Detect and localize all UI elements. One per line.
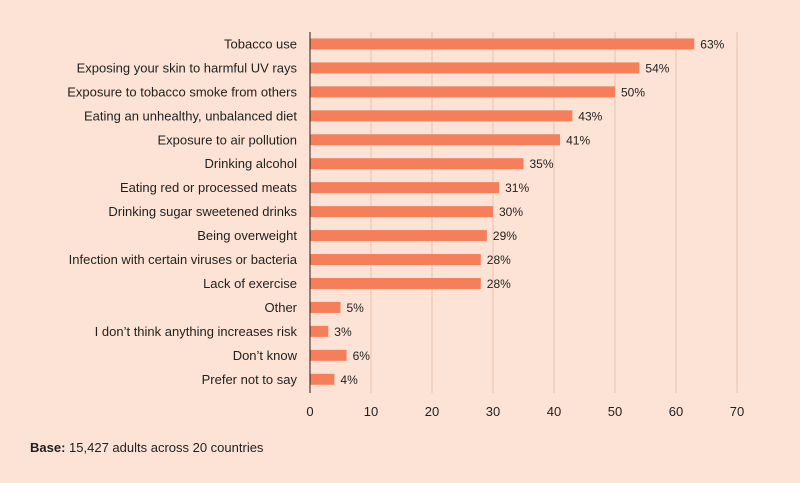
bar-layer [310,38,695,385]
data-label: 35% [530,157,554,171]
data-label: 28% [487,277,511,291]
x-tick-label: 50 [608,404,622,419]
bar [310,134,561,146]
data-label: 50% [621,85,645,99]
category-label: Exposure to tobacco smoke from others [67,84,297,99]
category-label: Drinking sugar sweetened drinks [108,204,297,219]
bar [310,182,500,194]
data-label: 31% [505,181,529,195]
x-tick-label: 40 [547,404,561,419]
data-label: 30% [499,205,523,219]
x-tick-label: 30 [486,404,500,419]
data-label: 6% [353,349,371,363]
data-label: 43% [578,109,602,123]
bar [310,206,493,218]
category-label: Exposure to air pollution [158,132,297,147]
footnote-text: 15,427 adults across 20 countries [65,440,264,455]
data-label: 63% [700,37,724,51]
x-tick-label: 20 [425,404,439,419]
category-label: Drinking alcohol [205,156,298,171]
data-label: 3% [334,325,352,339]
footnote-label: Base: [30,440,66,455]
category-label: Eating red or processed meats [120,180,298,195]
category-label: Infection with certain viruses or bacter… [69,252,298,267]
bar [310,349,347,361]
chart-svg: 0 10 20 30 40 50 60 70 Tobacco use 63% Exposing yo… [67,32,744,419]
bar [310,86,615,98]
bar [310,373,335,385]
data-label: 5% [347,301,365,315]
data-label: 4% [340,373,358,387]
data-label: 41% [566,133,590,147]
x-tick-label: 70 [730,404,744,419]
x-tick-label: 60 [669,404,683,419]
category-label: Exposing your skin to harmful UV rays [77,60,298,75]
category-label: Other [264,300,297,315]
category-label: Eating an unhealthy, unbalanced diet [84,108,297,123]
data-label: 28% [487,253,511,267]
category-label: Lack of exercise [203,276,297,291]
category-label: I don’t think anything increases risk [95,324,298,339]
bar [310,110,573,122]
x-tick-label: 0 [306,404,313,419]
category-label: Don’t know [233,348,298,363]
bar [310,325,329,337]
bar-chart: 0 10 20 30 40 50 60 70 Tobacco use 63% Exposing yo… [67,32,744,419]
bar [310,230,487,242]
footnote: Base: 15,427 adults across 20 countries [30,440,263,455]
category-label: Being overweight [197,228,297,243]
category-label: Prefer not to say [202,372,298,387]
bar [310,254,481,266]
axis-layer: 0 10 20 30 40 50 60 70 Tobacco use 63% Exposing yo… [67,32,744,419]
bar [310,301,341,313]
bar [310,158,524,170]
data-label: 54% [645,61,669,75]
bar [310,62,640,74]
data-label: 29% [493,229,517,243]
bar [310,277,481,289]
category-label: Tobacco use [224,36,297,51]
x-tick-label: 10 [364,404,378,419]
bar [310,38,695,50]
